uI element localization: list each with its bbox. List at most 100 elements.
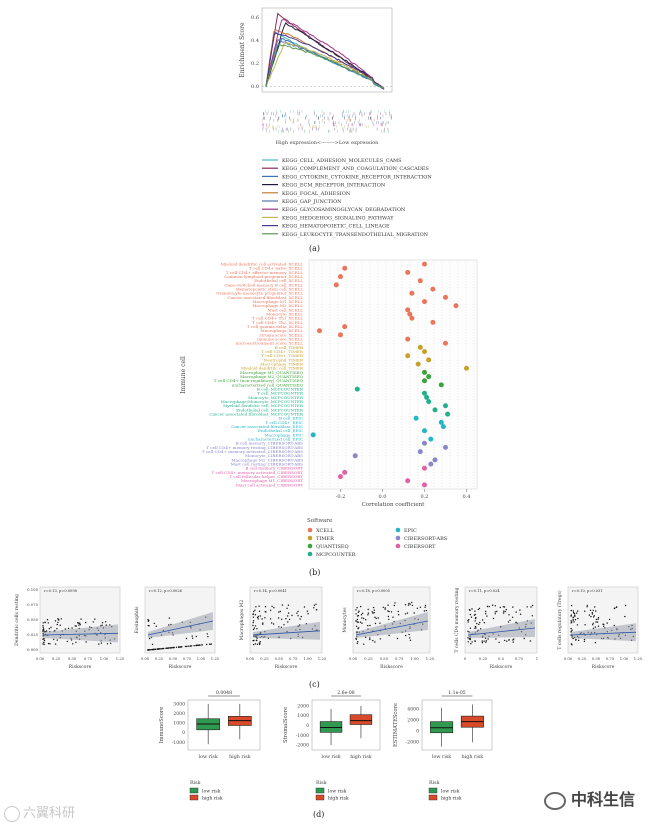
scatter-stat: r=0.13, p=0.0098	[44, 589, 78, 593]
scatter-point	[491, 604, 494, 606]
scatter-point	[288, 618, 291, 621]
scatter-point	[85, 621, 87, 624]
immune-cell-label: Cancer associated fibroblast_XCELL	[227, 295, 303, 300]
scatter-xtick: 1	[536, 656, 538, 661]
scatter-point	[252, 624, 254, 627]
box-ytick: 4000	[407, 706, 419, 712]
scatter-point	[384, 608, 386, 610]
regression-band	[571, 623, 636, 642]
scatter-point	[355, 637, 357, 640]
box-xtick: high risk	[229, 754, 251, 760]
regression-band	[43, 624, 118, 643]
scatter-point	[259, 641, 261, 643]
immune-corr-point	[443, 340, 448, 346]
scatter-point	[363, 643, 365, 645]
scatter-point	[258, 610, 261, 612]
scatter-point	[264, 617, 266, 619]
scatter-point	[475, 627, 477, 629]
immune-corr-point	[333, 282, 339, 288]
scatter-point	[483, 622, 486, 624]
scatter-point	[495, 638, 497, 640]
scatter-point	[199, 644, 201, 646]
scatter-point	[592, 616, 595, 618]
immune-cell-label: T cell CD4+ Th2_XCELL	[252, 320, 303, 325]
software-legend-dot	[307, 535, 313, 541]
scatter-point	[482, 619, 484, 621]
immune-corr-point	[428, 461, 434, 467]
scatter-point	[413, 612, 415, 614]
wechat-icon	[544, 791, 566, 810]
scatter-point	[624, 615, 626, 618]
scatter-point	[187, 645, 189, 647]
scatter-point	[42, 628, 45, 630]
scatter-xtick: 0.75	[84, 656, 93, 661]
gsea-ytick: 0.0	[251, 84, 259, 90]
scatter-stat: r=0.10, p=0.031	[572, 589, 603, 593]
scatter-point	[407, 604, 410, 606]
scatter-point	[613, 624, 615, 627]
scatter-xtick: 0.25	[578, 656, 587, 661]
regression-line	[355, 620, 429, 636]
scatter-point	[519, 609, 521, 611]
scatter-point	[201, 644, 203, 646]
immune-corr-point	[417, 278, 423, 284]
scatter-point	[574, 619, 577, 621]
risk-legend-title: Risk	[316, 780, 327, 786]
immune-cell-label: Myeloid dendritic cell_MCPCOUNTER	[223, 403, 304, 408]
scatter-xtick: 0	[464, 656, 467, 661]
scatter-point	[98, 643, 100, 645]
immune-corr-point	[405, 353, 411, 359]
scatter-frame-6	[567, 586, 639, 654]
scatter-point	[79, 624, 82, 626]
scatter-point	[356, 621, 358, 623]
immune-corr-point	[426, 357, 432, 363]
immune-corr-point	[413, 415, 419, 421]
scatter-xtick: 1.00	[197, 656, 206, 661]
scatter-point	[356, 642, 358, 645]
scatter-point	[603, 623, 605, 626]
immune-corr-point	[430, 319, 436, 325]
scatter-point	[193, 645, 195, 647]
scatter-point	[575, 639, 577, 641]
scatter-point	[577, 610, 579, 612]
scatter-point	[42, 626, 44, 629]
scatter-point	[165, 647, 167, 649]
software-legend-label: EPIC	[404, 528, 417, 534]
scatter-xtick: 0.75	[183, 656, 192, 661]
scatter-point	[388, 618, 390, 621]
scatter-point	[477, 608, 479, 611]
scatter-xtick: 0.25	[155, 656, 164, 661]
scatter-point	[470, 643, 472, 645]
scatter-point	[496, 610, 498, 613]
scatter-point	[589, 609, 592, 611]
immune-cell-label: B cell_EPIC	[279, 416, 303, 421]
immune-cell-label: Neutrophil_TIMER	[264, 357, 304, 362]
scatter-point	[485, 613, 487, 615]
scatter-point	[80, 618, 82, 620]
scatter-point	[505, 608, 507, 611]
scatter-point	[315, 609, 318, 611]
regression-line	[570, 631, 637, 636]
regression-band	[253, 621, 320, 640]
immune-cell-label: Class-switched memory B cell_XCELL	[224, 282, 303, 287]
gsea-curve-9	[265, 32, 385, 90]
scatter-point	[252, 620, 255, 622]
scatter-point	[393, 604, 395, 607]
scatter-point	[148, 637, 151, 640]
scatter-point	[273, 607, 275, 609]
immune-cell-label: Macrophage_XCELL	[260, 328, 303, 333]
box-body	[430, 721, 454, 734]
scatter-point	[155, 625, 157, 627]
watermark-left: 六翼科研	[4, 802, 75, 822]
scatter-point	[469, 627, 472, 629]
box-frame-1	[187, 699, 261, 751]
scatter-point	[468, 609, 471, 611]
scatter-point	[388, 634, 390, 637]
scatter-point	[160, 648, 162, 650]
scatter-point	[254, 609, 256, 611]
scatter-point	[78, 622, 80, 624]
gsea-legend-label: KEGG_GAP_JUNCTION	[282, 199, 342, 205]
scatter-point	[66, 640, 69, 643]
risk-legend-swatch	[428, 794, 438, 801]
gsea-xlabel: High expression<-------->Low expression	[276, 140, 379, 146]
